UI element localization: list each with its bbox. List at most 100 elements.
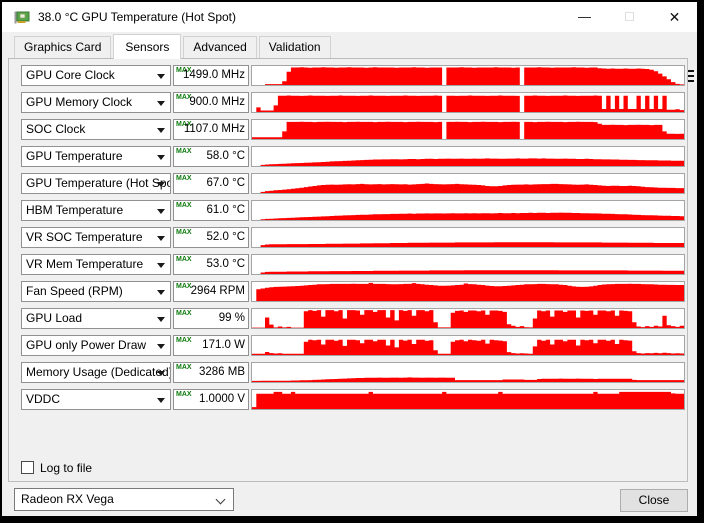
sensor-value: 2964 RPM xyxy=(190,285,245,297)
sensor-value-box: MAX 171.0 W xyxy=(173,335,249,356)
sensor-value: 58.0 °C xyxy=(206,150,245,162)
max-badge: MAX xyxy=(176,229,192,236)
sensor-select[interactable]: VR SOC Temperature xyxy=(21,227,171,248)
sensor-label: GPU Load xyxy=(26,311,83,325)
sensor-row: GPU Temperature (Hot Spot) MAX 67.0 °C xyxy=(9,173,687,194)
sensor-value: 67.0 °C xyxy=(206,177,245,189)
minimize-button[interactable]: — xyxy=(578,9,591,24)
dropdown-arrow-icon xyxy=(157,398,165,403)
sensor-graph xyxy=(251,335,685,356)
dropdown-arrow-icon xyxy=(157,155,165,160)
log-to-file-checkbox[interactable] xyxy=(21,461,34,474)
sensor-graph xyxy=(251,308,685,329)
sensor-label: HBM Temperature xyxy=(26,203,124,217)
sensor-select[interactable]: Fan Speed (RPM) xyxy=(21,281,171,302)
sensor-value-box: MAX 99 % xyxy=(173,308,249,329)
gpuz-window: 38.0 °C GPU Temperature (Hot Spot) — ☐ ✕… xyxy=(2,2,697,516)
sensor-value: 52.0 °C xyxy=(206,231,245,243)
device-dropdown[interactable]: Radeon RX Vega xyxy=(14,488,234,511)
sensor-row: GPU Load MAX 99 % xyxy=(9,308,687,329)
sensor-graph xyxy=(251,119,685,140)
dropdown-arrow-icon xyxy=(157,182,165,187)
dropdown-arrow-icon xyxy=(157,263,165,268)
sensor-graph xyxy=(251,92,685,113)
max-badge: MAX xyxy=(176,202,192,209)
sensor-graph xyxy=(251,254,685,275)
close-button[interactable]: Close xyxy=(620,489,688,512)
sensor-row: GPU Temperature MAX 58.0 °C xyxy=(9,146,687,167)
sensor-value-box: MAX 58.0 °C xyxy=(173,146,249,167)
sensor-value-box: MAX 53.0 °C xyxy=(173,254,249,275)
sensor-value-box: MAX 61.0 °C xyxy=(173,200,249,221)
max-badge: MAX xyxy=(176,283,192,290)
sensor-row: HBM Temperature MAX 61.0 °C xyxy=(9,200,687,221)
tab-advanced[interactable]: Advanced xyxy=(183,36,257,58)
sensor-value-box: MAX 67.0 °C xyxy=(173,173,249,194)
sensor-select[interactable]: GPU Memory Clock xyxy=(21,92,171,113)
sensor-label: GPU Temperature xyxy=(26,149,123,163)
chevron-down-icon xyxy=(215,494,226,505)
sensor-select[interactable]: GPU Core Clock xyxy=(21,65,171,86)
sensor-select[interactable]: SOC Clock xyxy=(21,119,171,140)
sensor-select[interactable]: GPU Temperature (Hot Spot) xyxy=(21,173,171,194)
sensor-row: SOC Clock MAX 1107.0 MHz xyxy=(9,119,687,140)
sensor-graph xyxy=(251,200,685,221)
dropdown-arrow-icon xyxy=(157,236,165,241)
sensor-label: SOC Clock xyxy=(26,122,86,136)
sensor-graph xyxy=(251,173,685,194)
sensor-value-box: MAX 52.0 °C xyxy=(173,227,249,248)
dropdown-arrow-icon xyxy=(157,290,165,295)
sensor-label: GPU only Power Draw xyxy=(26,338,147,352)
sensor-graph xyxy=(251,65,685,86)
sensor-select[interactable]: Memory Usage (Dedicated) xyxy=(21,362,171,383)
sensor-label: GPU Memory Clock xyxy=(26,95,133,109)
tab-graphics-card[interactable]: Graphics Card xyxy=(14,36,112,58)
tab-bar: Graphics Card Sensors Advanced Validatio… xyxy=(2,32,697,86)
sensor-value-box: MAX 3286 MB xyxy=(173,362,249,383)
sensor-value: 171.0 W xyxy=(202,339,245,351)
maximize-button[interactable]: ☐ xyxy=(624,10,635,24)
sensor-select[interactable]: GPU Temperature xyxy=(21,146,171,167)
sensors-panel: Log to file GPU Core Clock MAX 1499.0 MH… xyxy=(8,58,688,482)
sensor-value: 900.0 MHz xyxy=(189,96,245,108)
dropdown-arrow-icon xyxy=(157,74,165,79)
sensor-value-box: MAX 2964 RPM xyxy=(173,281,249,302)
window-close-button[interactable]: ✕ xyxy=(668,9,681,25)
device-dropdown-value: Radeon RX Vega xyxy=(21,492,114,506)
sensor-row: VR Mem Temperature MAX 53.0 °C xyxy=(9,254,687,275)
sensor-select[interactable]: VDDC xyxy=(21,389,171,410)
sensor-select[interactable]: HBM Temperature xyxy=(21,200,171,221)
sensor-graph xyxy=(251,362,685,383)
sensor-value-box: MAX 900.0 MHz xyxy=(173,92,249,113)
sensor-value: 3286 MB xyxy=(198,366,245,378)
dropdown-arrow-icon xyxy=(157,101,165,106)
dropdown-arrow-icon xyxy=(157,344,165,349)
sensor-select[interactable]: VR Mem Temperature xyxy=(21,254,171,275)
max-badge: MAX xyxy=(176,391,192,398)
sensor-graph xyxy=(251,227,685,248)
sensor-select[interactable]: GPU only Power Draw xyxy=(21,335,171,356)
sensor-value: 1499.0 MHz xyxy=(182,69,245,81)
sensor-graph xyxy=(251,281,685,302)
sensor-row: Fan Speed (RPM) MAX 2964 RPM xyxy=(9,281,687,302)
sensor-label: Fan Speed (RPM) xyxy=(26,284,123,298)
max-badge: MAX xyxy=(176,364,192,371)
dropdown-arrow-icon xyxy=(157,209,165,214)
sensor-label: VR SOC Temperature xyxy=(26,230,143,244)
log-to-file-label: Log to file xyxy=(40,460,93,475)
max-badge: MAX xyxy=(176,67,192,74)
sensor-value: 1.0000 V xyxy=(198,393,245,405)
max-badge: MAX xyxy=(176,310,192,317)
window-title: 38.0 °C GPU Temperature (Hot Spot) xyxy=(38,10,236,24)
sensor-graph xyxy=(251,389,685,410)
tab-sensors[interactable]: Sensors xyxy=(113,34,182,59)
tab-validation[interactable]: Validation xyxy=(258,36,331,58)
sensor-value: 1107.0 MHz xyxy=(183,123,245,135)
sensor-row: VR SOC Temperature MAX 52.0 °C xyxy=(9,227,687,248)
sensor-value: 99 % xyxy=(218,312,245,324)
sensor-label: VDDC xyxy=(26,392,61,406)
sensor-select[interactable]: GPU Load xyxy=(21,308,171,329)
max-badge: MAX xyxy=(176,94,192,101)
titlebar: 38.0 °C GPU Temperature (Hot Spot) — ☐ ✕ xyxy=(2,2,697,32)
sensor-label: Memory Usage (Dedicated) xyxy=(26,365,171,379)
